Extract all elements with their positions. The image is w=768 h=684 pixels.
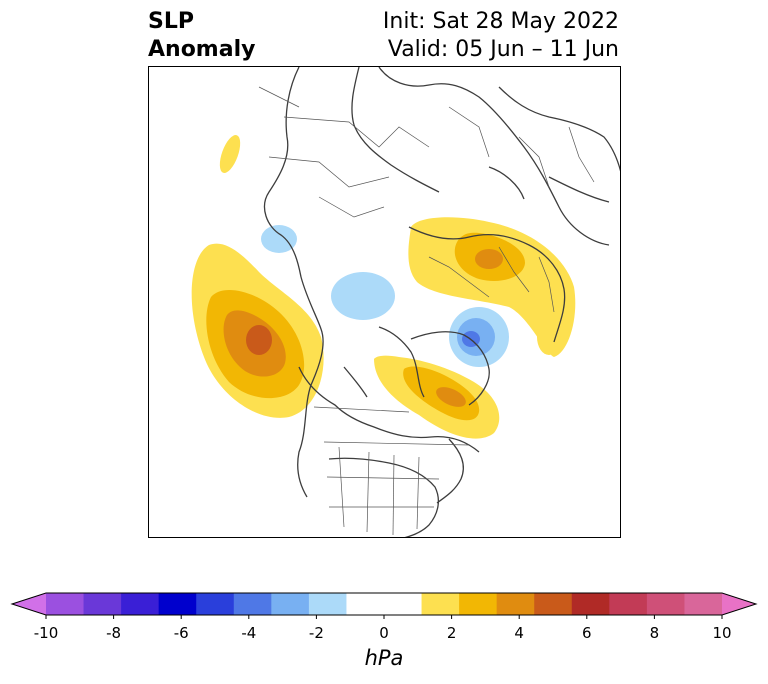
colorbar-tick-label: 8 [649,624,660,642]
colorbar-tick-label: 10 [712,624,732,642]
title-anomaly: Anomaly [148,37,256,62]
colorbar-bin [271,593,310,615]
colorbar-tick-label: -2 [308,624,324,642]
colorbar-tick-label: -6 [173,624,189,642]
colorbar-bin [609,593,648,615]
colorbar-segments [12,593,756,615]
colorbar [10,592,758,619]
colorbar-tick-label: 4 [514,624,524,642]
colorbar-extend-high [722,593,756,615]
colorbar-bin [46,593,85,615]
positive-anomaly-small-nw [219,135,241,173]
anomaly-shading [191,135,576,439]
colorbar-tick-label: -4 [241,624,257,642]
init-date: Init: Sat 28 May 2022 [382,9,619,34]
positive-anomaly-greenland-sw [537,319,561,355]
map-title: SLP Anomaly [148,8,255,64]
colorbar-bin [646,593,685,615]
colorbar-bin [196,593,235,615]
positive-anomaly-pacific-core [246,325,272,355]
colorbar-tick-label: 6 [582,624,592,642]
title-slp: SLP [148,9,194,34]
colorbar-bin [121,593,160,615]
colorbar-bin [308,593,347,615]
colorbar-extend-low [12,593,46,615]
colorbar-bin [384,593,423,615]
colorbar-tick-label: 0 [379,624,389,642]
colorbar-bin [459,593,498,615]
negative-anomaly-arctic [331,272,395,320]
colorbar-bin [684,593,723,615]
positive-anomaly-eurasia-outer [408,217,576,357]
positive-anomaly-canada-core [436,387,466,407]
colorbar-bin [346,593,385,615]
colorbar-tick-label: 2 [446,624,457,642]
positive-anomaly-eurasia-core [475,249,503,269]
colorbar-unit: hPa [364,646,404,670]
colorbar-bin [534,593,573,615]
colorbar-bin [158,593,197,615]
colorbar-bin [233,593,272,615]
political-borders [258,86,595,536]
colorbar-tick-label: -10 [33,624,59,642]
negative-anomaly-alaska [261,225,297,253]
valid-range: Valid: 05 Jun – 11 Jun [387,37,619,62]
colorbar-bin [421,593,460,615]
colorbar-bin [83,593,122,615]
colorbar-tick-label: -8 [106,624,122,642]
map-svg [191,67,620,537]
colorbar-bin [496,593,535,615]
colorbar-bin [571,593,610,615]
coastlines [264,67,620,537]
date-info: Init: Sat 28 May 2022 Valid: 05 Jun – 11… [383,8,619,64]
anomaly-map [148,66,621,538]
